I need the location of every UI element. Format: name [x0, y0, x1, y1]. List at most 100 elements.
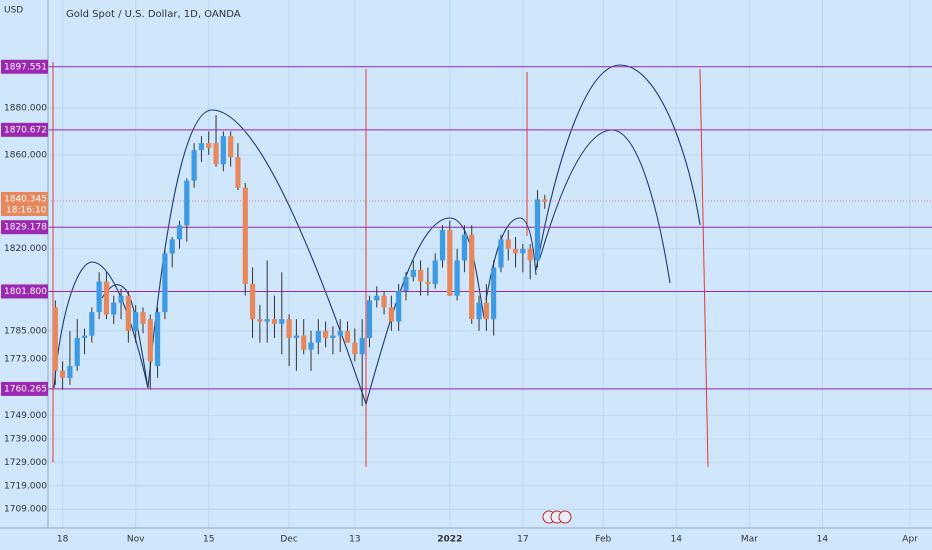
candle-body — [366, 300, 373, 338]
candle-body — [103, 281, 110, 315]
y-tick-label: 1749.000 — [4, 411, 47, 421]
candle-body — [162, 253, 168, 313]
candle-body — [396, 290, 402, 322]
grid — [48, 0, 932, 528]
candles — [52, 114, 548, 406]
candle-body — [176, 225, 183, 240]
level-label-box — [1, 220, 48, 235]
candle-body — [542, 199, 548, 202]
x-tick-label: 17 — [517, 535, 528, 545]
candle-body — [315, 330, 321, 343]
candle-body — [220, 136, 226, 165]
candle-body — [52, 307, 58, 371]
last-price-box — [1, 192, 48, 217]
candle-body — [249, 283, 256, 320]
candle-body — [301, 335, 307, 350]
y-tick-label: 1739.000 — [4, 434, 47, 444]
candle-body — [425, 281, 431, 284]
y-tick-label: 1820.000 — [4, 244, 47, 254]
labels: 1709.000 1719.000 1729.000 1739.000 1749.000… — [1, 59, 918, 545]
level-label: 1897.551 — [4, 62, 47, 72]
x-tick-label: Dec — [280, 535, 297, 545]
candle-body — [264, 319, 270, 322]
candle-body — [242, 187, 248, 284]
candle-body — [527, 248, 533, 261]
y-tick-label: 1729.000 — [4, 458, 47, 468]
y-tick-label: 1880.000 — [4, 103, 47, 113]
x-tick-label: Apr — [902, 535, 918, 545]
level-label: 1829.178 — [4, 223, 47, 233]
candle-body — [184, 180, 190, 226]
candle-body — [491, 267, 497, 320]
candle-body — [169, 239, 175, 254]
candle-body — [381, 295, 387, 308]
candle-body — [469, 234, 475, 320]
vertical-line — [699, 68, 709, 468]
levels — [48, 66, 932, 390]
level-label: 1801.800 — [4, 287, 47, 297]
candle-body — [279, 319, 285, 324]
candle-body — [352, 342, 358, 355]
candle-body — [271, 319, 278, 324]
candle-body — [308, 342, 314, 350]
level-label-box — [1, 59, 48, 74]
x-tick-label: 14 — [671, 535, 683, 545]
candle-body — [417, 269, 424, 282]
candle-body — [198, 143, 205, 151]
candle-body — [439, 229, 446, 261]
x-tick-label: 13 — [349, 535, 360, 545]
candle-body — [257, 319, 263, 322]
level-label-box — [1, 122, 48, 137]
candle-body — [213, 143, 219, 165]
x-tick-label: Feb — [595, 535, 611, 545]
candle-body — [498, 239, 504, 268]
candle-body — [432, 260, 438, 284]
candle-body — [206, 143, 212, 148]
level-label-box — [1, 381, 48, 396]
candle-body — [89, 312, 95, 336]
candle-body — [323, 330, 329, 338]
candle-body — [67, 366, 73, 378]
candle-body — [191, 150, 197, 181]
candle-body — [505, 239, 511, 249]
candle-body — [337, 330, 343, 336]
candle-body — [293, 335, 299, 338]
candle-body — [74, 337, 80, 367]
candle-body — [388, 307, 394, 322]
candle-body — [476, 302, 482, 320]
level-label: 1870.672 — [4, 125, 47, 135]
time-axis — [0, 528, 932, 550]
x-tick-label: 14 — [817, 535, 829, 545]
arc — [535, 64, 701, 271]
y-tick-label: 1719.000 — [4, 481, 47, 491]
candle-body — [228, 136, 234, 158]
candle-body — [359, 337, 365, 355]
candle-body — [447, 229, 453, 296]
candle-body — [96, 281, 102, 313]
chart-title: Gold Spot / U.S. Dollar, 1D, OANDA — [66, 9, 241, 20]
y-tick-label: 1785.000 — [4, 326, 47, 336]
candle-body — [133, 312, 139, 331]
candle-body — [60, 370, 66, 378]
candle-body — [235, 157, 241, 188]
candle-body — [410, 269, 416, 277]
y-tick-label: 1709.000 — [4, 505, 47, 515]
event-icon — [558, 510, 572, 524]
candle-body — [512, 248, 519, 254]
candle-body — [154, 312, 161, 367]
x-tick-label: 15 — [203, 535, 214, 545]
x-tick-label: 18 — [57, 535, 69, 545]
candle-body — [147, 319, 153, 362]
candle-body — [454, 260, 460, 296]
countdown: 18:16:10 — [6, 206, 47, 216]
x-tick-label: 2022 — [437, 535, 462, 545]
level-label-box — [1, 284, 48, 299]
candle-body — [403, 276, 409, 291]
candle-body — [534, 199, 541, 261]
x-tick-label: Nov — [127, 535, 145, 545]
candle-body — [118, 295, 124, 303]
candle-body — [111, 302, 117, 315]
last-price-label: 1840.345 — [4, 195, 47, 205]
